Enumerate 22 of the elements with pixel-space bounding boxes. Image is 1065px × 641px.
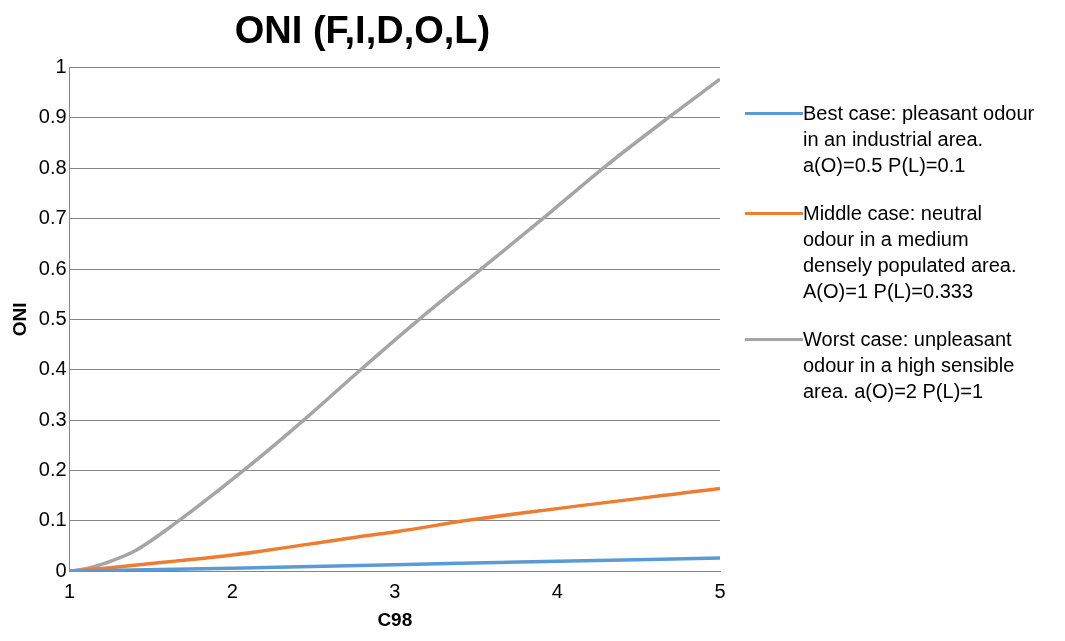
y-tick-label: 1	[55, 55, 67, 78]
y-tick-label: 0.6	[38, 256, 67, 279]
legend-label: Worst case: unpleasant odour in a high sensible area. a(O)=2 P(L)=1	[803, 327, 1016, 404]
line-series	[69, 556, 720, 572]
y-axis-title: ONI	[8, 302, 30, 337]
legend-label: Best case: pleasant odour in an industrial area. a(O)=0.5 P(L)=0.1	[803, 101, 1035, 178]
legend-label: Middle case: neutral odour in a medium densely populated area. A(O)=1 P(L)=0.333	[803, 201, 1018, 304]
y-tick-label: 0.3	[38, 407, 67, 430]
y-tick-label: 0.5	[38, 306, 67, 329]
y-tick-label: 0	[55, 558, 67, 581]
y-tick-label: 0.1	[38, 508, 67, 531]
x-tick-label: 5	[714, 579, 726, 602]
y-tick-label: 0.2	[38, 458, 67, 480]
x-tick-label: 2	[226, 579, 238, 602]
x-axis-title: C98	[377, 608, 413, 630]
y-tick-label: 0.4	[38, 357, 67, 380]
y-tick-label: 0.8	[38, 155, 67, 178]
y-tick-label: 0.7	[38, 206, 67, 229]
y-tick-label: 0.9	[38, 105, 67, 128]
x-tick-label: 4	[551, 579, 563, 602]
chart-title: ONI (F,I,D,O,L)	[234, 9, 491, 52]
x-tick-label: 3	[389, 579, 401, 602]
